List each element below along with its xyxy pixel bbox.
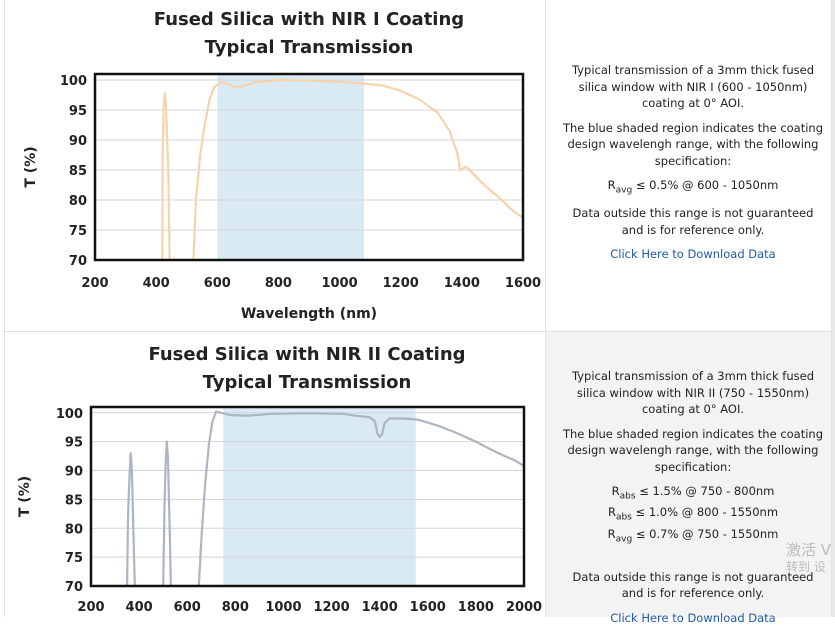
spec-list: Rabs ≤ 1.5% @ 750 - 800nm Rabs ≤ 1.0% @ … [560, 483, 826, 547]
y-tick-label: 100 [60, 74, 87, 89]
y-tick-label: 85 [65, 493, 83, 508]
x-tick-label: 800 [265, 276, 292, 291]
spec-symbol: R [607, 178, 616, 192]
x-tick-label: 600 [204, 276, 231, 291]
chart-title-line: Fused Silica with NIR I Coating [154, 9, 464, 30]
info-cell-nir-i: Typical transmission of a 3mm thick fuse… [546, 0, 832, 331]
x-tick-label: 200 [77, 600, 104, 615]
transmission-chart-nir-ii: Fused Silica with NIR II Coating Typical … [17, 344, 542, 615]
description-text: Typical transmission of a 3mm thick fuse… [571, 369, 815, 416]
spec-line: Rabs ≤ 1.5% @ 750 - 800nm [560, 483, 826, 504]
x-tick-label: 200 [81, 276, 108, 291]
spec-subscript: avg [615, 533, 633, 544]
chart-title-line: Fused Silica with NIR II Coating [148, 344, 465, 365]
shaded-note-text: The blue shaded region indicates the coa… [562, 426, 824, 474]
spec-symbol: R [607, 526, 616, 541]
spec-list: Ravg ≤ 0.5% @ 600 - 1050nm [560, 177, 826, 198]
spec-subscript: abs [615, 512, 632, 523]
y-tick-label: 90 [69, 134, 87, 149]
y-tick-label: 95 [65, 436, 83, 451]
product-row-nir-i: Fused Silica with NIR I Coating Typical T… [4, 0, 832, 331]
x-tick-label: 400 [126, 600, 153, 615]
disclaimer-text: Data outside this range is not guarantee… [572, 206, 814, 237]
spec-value: ≤ 1.5% @ 750 - 800nm [635, 484, 775, 498]
chart-title-line: Typical Transmission [203, 372, 412, 393]
x-tick-label: 1400 [444, 276, 480, 291]
transmission-series-line [161, 78, 523, 260]
x-tick-label: 1000 [265, 600, 301, 615]
info-block-nir-i: Typical transmission of a 3mm thick fuse… [560, 62, 826, 263]
y-tick-label: 75 [69, 224, 87, 239]
y-tick-label: 80 [69, 194, 87, 209]
spec-subscript: abs [619, 491, 636, 502]
x-tick-label: 400 [143, 276, 170, 291]
chart-title-line: Typical Transmission [205, 37, 414, 58]
y-tick-label: 70 [69, 254, 87, 269]
spec-value: ≤ 0.5% @ 600 - 1050nm [632, 178, 779, 192]
description-text: Typical transmission of a 3mm thick fuse… [571, 63, 815, 110]
y-tick-label: 100 [56, 407, 83, 422]
product-row-nir-ii: Fused Silica with NIR II Coating Typical … [0, 331, 835, 625]
watermark-line: 激活 V [785, 541, 831, 559]
spec-symbol: R [607, 505, 616, 520]
transmission-series-line [126, 410, 524, 586]
y-axis-label: T (%) [17, 476, 33, 517]
info-cell-nir-ii: Typical transmission of a 3mm thick fuse… [546, 331, 832, 625]
page-edge-divider [832, 0, 835, 617]
plot-frame [89, 405, 526, 588]
x-tick-label: 1800 [458, 600, 494, 615]
x-tick-label: 2000 [506, 600, 542, 615]
watermark-line: 转到 设 [785, 560, 826, 574]
y-tick-label: 90 [65, 465, 83, 480]
download-data-link[interactable]: Click Here to Download Data [610, 610, 776, 625]
download-data-link[interactable]: Click Here to Download Data [610, 247, 776, 262]
x-tick-label: 1200 [313, 600, 349, 615]
x-tick-label: 1200 [383, 276, 419, 291]
spec-subscript: avg [615, 185, 633, 196]
disclaimer-text: Data outside this range is not guarantee… [572, 569, 814, 601]
chart-cell-nir-ii: Fused Silica with NIR II Coating Typical … [4, 331, 546, 617]
coating-design-range-shade [223, 407, 416, 586]
x-axis-label: Wavelength (nm) [241, 306, 377, 322]
x-tick-label: 1600 [410, 600, 446, 615]
y-tick-label: 75 [65, 551, 83, 566]
spec-line: Ravg ≤ 0.5% @ 600 - 1050nm [560, 177, 826, 198]
coating-design-range-shade [217, 74, 365, 260]
shaded-note-text: The blue shaded region indicates the coa… [562, 120, 824, 168]
plot-frame [93, 72, 525, 262]
info-block-nir-ii: Typical transmission of a 3mm thick fuse… [560, 368, 826, 626]
y-axis-label: T (%) [23, 146, 39, 187]
x-tick-label: 800 [222, 600, 249, 615]
spec-value: ≤ 1.0% @ 800 - 1550nm [631, 505, 779, 520]
y-tick-label: 70 [65, 580, 83, 595]
transmission-chart-nir-i: Fused Silica with NIR I Coating Typical T… [23, 9, 541, 322]
y-tick-label: 95 [69, 104, 87, 119]
activation-watermark: 激活 V 转到 设 [786, 542, 831, 576]
x-tick-label: 600 [174, 600, 201, 615]
spec-value: ≤ 0.7% @ 750 - 1550nm [632, 526, 779, 541]
spec-line: Rabs ≤ 1.0% @ 800 - 1550nm [560, 504, 826, 525]
x-tick-label: 1600 [505, 276, 541, 291]
y-tick-label: 85 [69, 164, 87, 179]
x-tick-label: 1000 [321, 276, 357, 291]
spec-line: Ravg ≤ 0.7% @ 750 - 1550nm [560, 526, 826, 547]
chart-cell-nir-i: Fused Silica with NIR I Coating Typical T… [4, 0, 546, 331]
x-tick-label: 1400 [362, 600, 398, 615]
y-tick-label: 80 [65, 522, 83, 537]
spec-symbol: R [611, 484, 620, 498]
